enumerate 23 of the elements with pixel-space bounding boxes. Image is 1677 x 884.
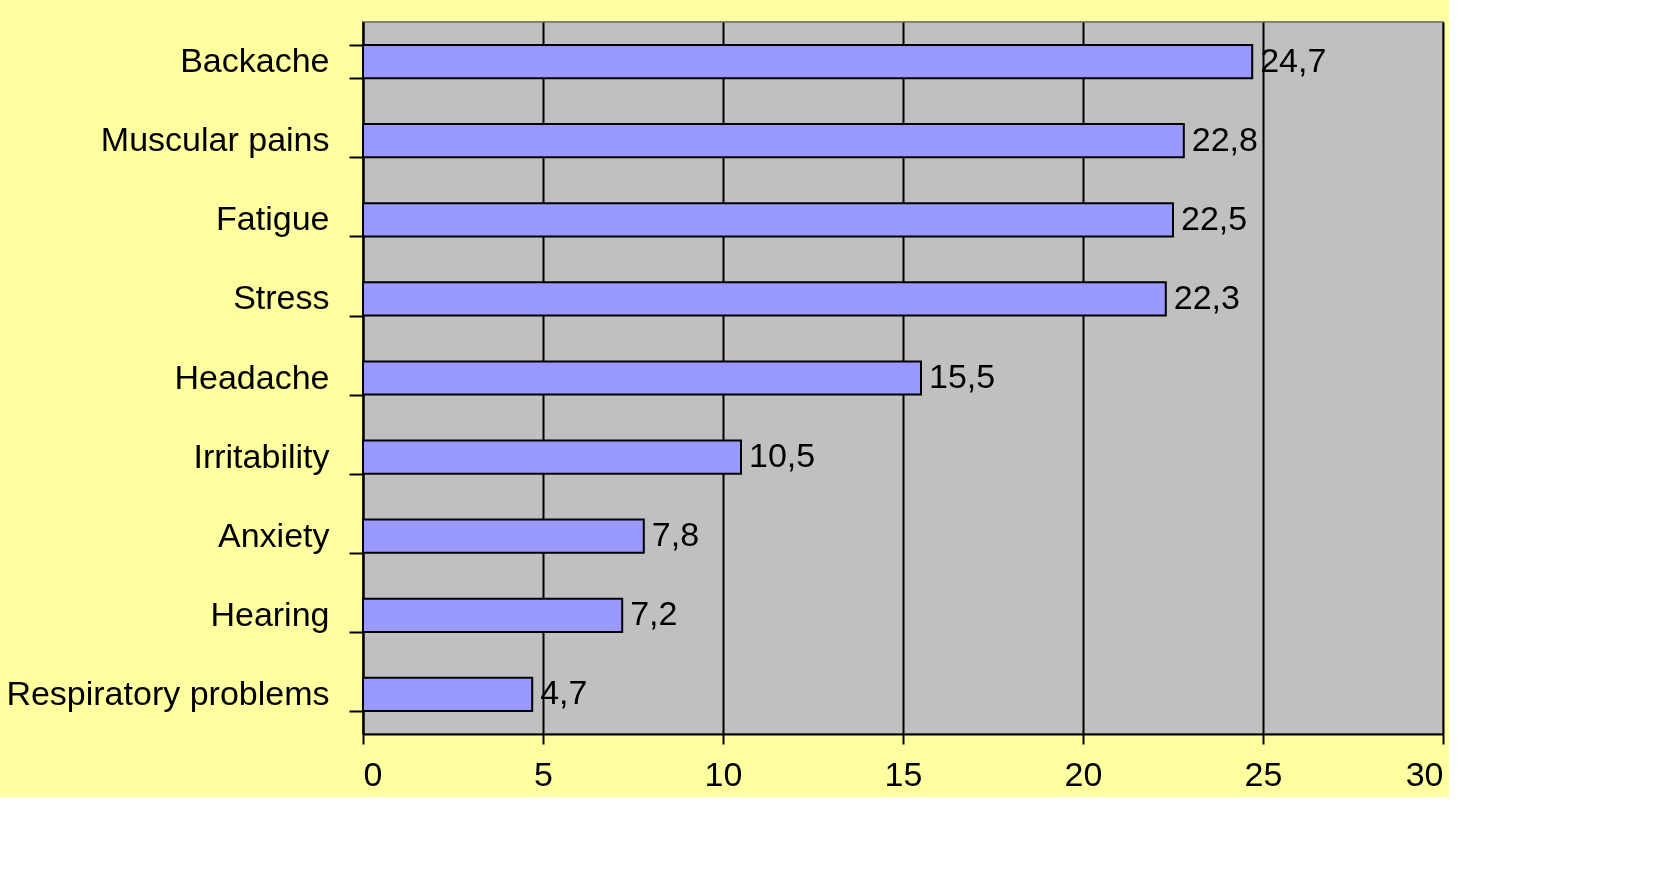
y-tick-label: Respiratory problems [6,673,330,712]
y-tick-label: Headache [174,357,330,396]
y-tick-label: Muscular pains [100,120,330,159]
y-tick-label: Anxiety [218,515,330,554]
data-label: 15,5 [929,357,996,395]
x-tick-label: 5 [534,754,553,793]
y-tick-label: Stress [233,278,330,317]
y-tick-label: Hearing [210,594,330,633]
x-tick-label: 0 [363,754,383,793]
x-tick-label: 20 [1064,754,1103,793]
y-tick-label: Irritability [193,436,330,475]
data-label: 22,8 [1191,119,1258,158]
x-tick-label: 15 [884,754,923,793]
data-label: 7,8 [651,515,700,554]
y-tick-label: Backache [180,41,330,80]
data-label: 10,5 [749,436,816,475]
x-tick-label: 30 [1405,754,1444,793]
data-label: 22,3 [1173,277,1240,316]
data-label: 7,2 [630,594,678,633]
data-label: 22,5 [1181,198,1248,237]
y-tick-label: Fatigue [216,199,330,238]
x-tick-label: 25 [1244,754,1283,793]
x-tick-label: 10 [704,754,743,793]
